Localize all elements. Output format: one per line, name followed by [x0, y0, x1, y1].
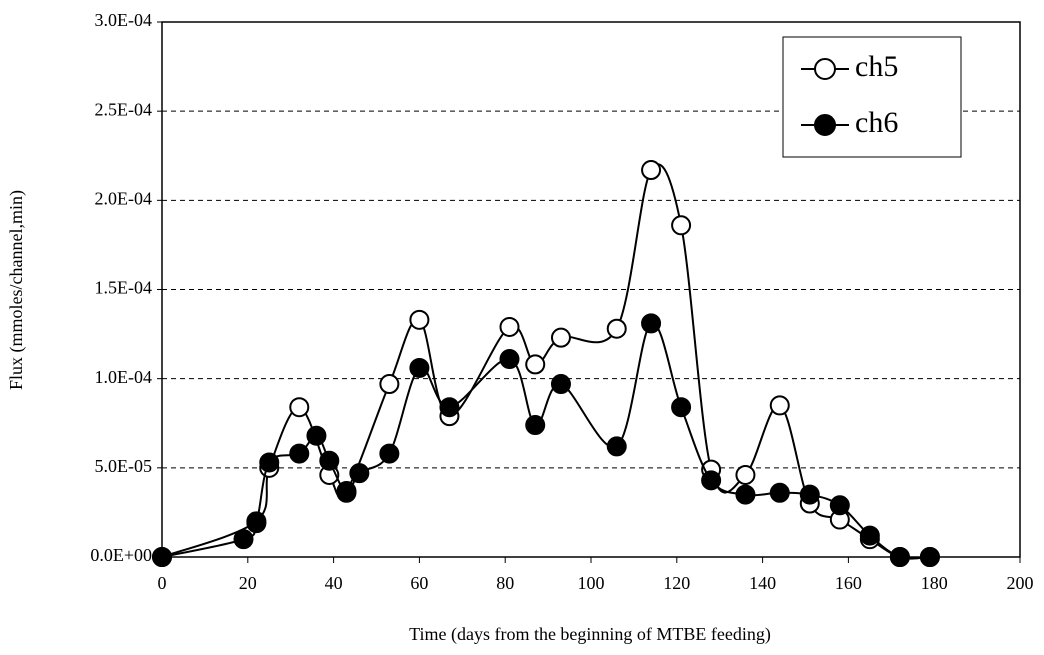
- y-tick-label: 5.0E-05: [95, 456, 153, 476]
- data-point: [919, 547, 940, 567]
- data-point: [769, 395, 790, 416]
- x-tick-label: 0: [158, 573, 167, 593]
- data-point: [152, 547, 172, 567]
- data-point: [889, 547, 910, 567]
- data-point: [606, 436, 627, 457]
- data-point: [671, 215, 692, 236]
- y-tick-label: 2.5E-04: [95, 99, 153, 119]
- x-tick-label: 20: [239, 573, 257, 593]
- data-point: [379, 443, 400, 464]
- x-tick-label: 80: [496, 573, 514, 593]
- data-point: [306, 425, 327, 446]
- data-point: [499, 349, 520, 370]
- plot-area: [161, 21, 1021, 558]
- legend-marker: [814, 114, 836, 136]
- data-point: [409, 357, 430, 378]
- data-point: [829, 495, 850, 516]
- data-point: [701, 470, 722, 491]
- data-point: [735, 464, 756, 485]
- x-tick-label: 140: [749, 573, 776, 593]
- x-tick-label: 160: [835, 573, 862, 593]
- data-point: [349, 463, 370, 484]
- data-point: [769, 482, 790, 503]
- x-tick-label: 100: [578, 573, 605, 593]
- y-tick-label: 0.0E+00: [90, 545, 152, 565]
- legend-label: ch5: [855, 50, 898, 83]
- data-point: [525, 354, 546, 375]
- data-point: [641, 313, 662, 334]
- data-point: [735, 484, 756, 505]
- data-point: [641, 160, 662, 181]
- data-point: [671, 397, 692, 418]
- y-axis-label: Flux (mmoles/channel,min): [6, 190, 27, 390]
- x-tick-label: 200: [1007, 573, 1034, 593]
- legend: [782, 36, 962, 158]
- data-point: [499, 316, 520, 337]
- legend-label: ch6: [855, 106, 898, 139]
- data-point: [336, 482, 357, 503]
- y-tick-label: 1.0E-04: [95, 367, 153, 387]
- series-line: [161, 322, 930, 560]
- y-tick-label: 1.5E-04: [95, 278, 153, 298]
- data-point: [409, 309, 430, 330]
- data-point: [379, 374, 400, 395]
- x-tick-label: 120: [663, 573, 690, 593]
- data-point: [259, 452, 280, 473]
- y-tick-label: 2.0E-04: [95, 188, 153, 208]
- data-point: [550, 374, 571, 395]
- legend-marker: [814, 58, 836, 80]
- data-point: [289, 397, 310, 418]
- data-point: [246, 513, 267, 534]
- data-point: [799, 484, 820, 505]
- x-tick-label: 180: [921, 573, 948, 593]
- data-point: [439, 397, 460, 418]
- data-point: [550, 327, 571, 348]
- x-axis-label: Time (days from the beginning of MTBE fe…: [409, 624, 771, 645]
- data-point: [289, 443, 310, 464]
- data-point: [606, 318, 627, 339]
- data-point: [233, 529, 254, 550]
- y-tick-label: 3.0E-04: [95, 10, 153, 30]
- x-tick-label: 40: [325, 573, 343, 593]
- data-point: [319, 450, 340, 471]
- data-point: [859, 525, 880, 546]
- x-tick-label: 60: [410, 573, 428, 593]
- data-point: [525, 415, 546, 436]
